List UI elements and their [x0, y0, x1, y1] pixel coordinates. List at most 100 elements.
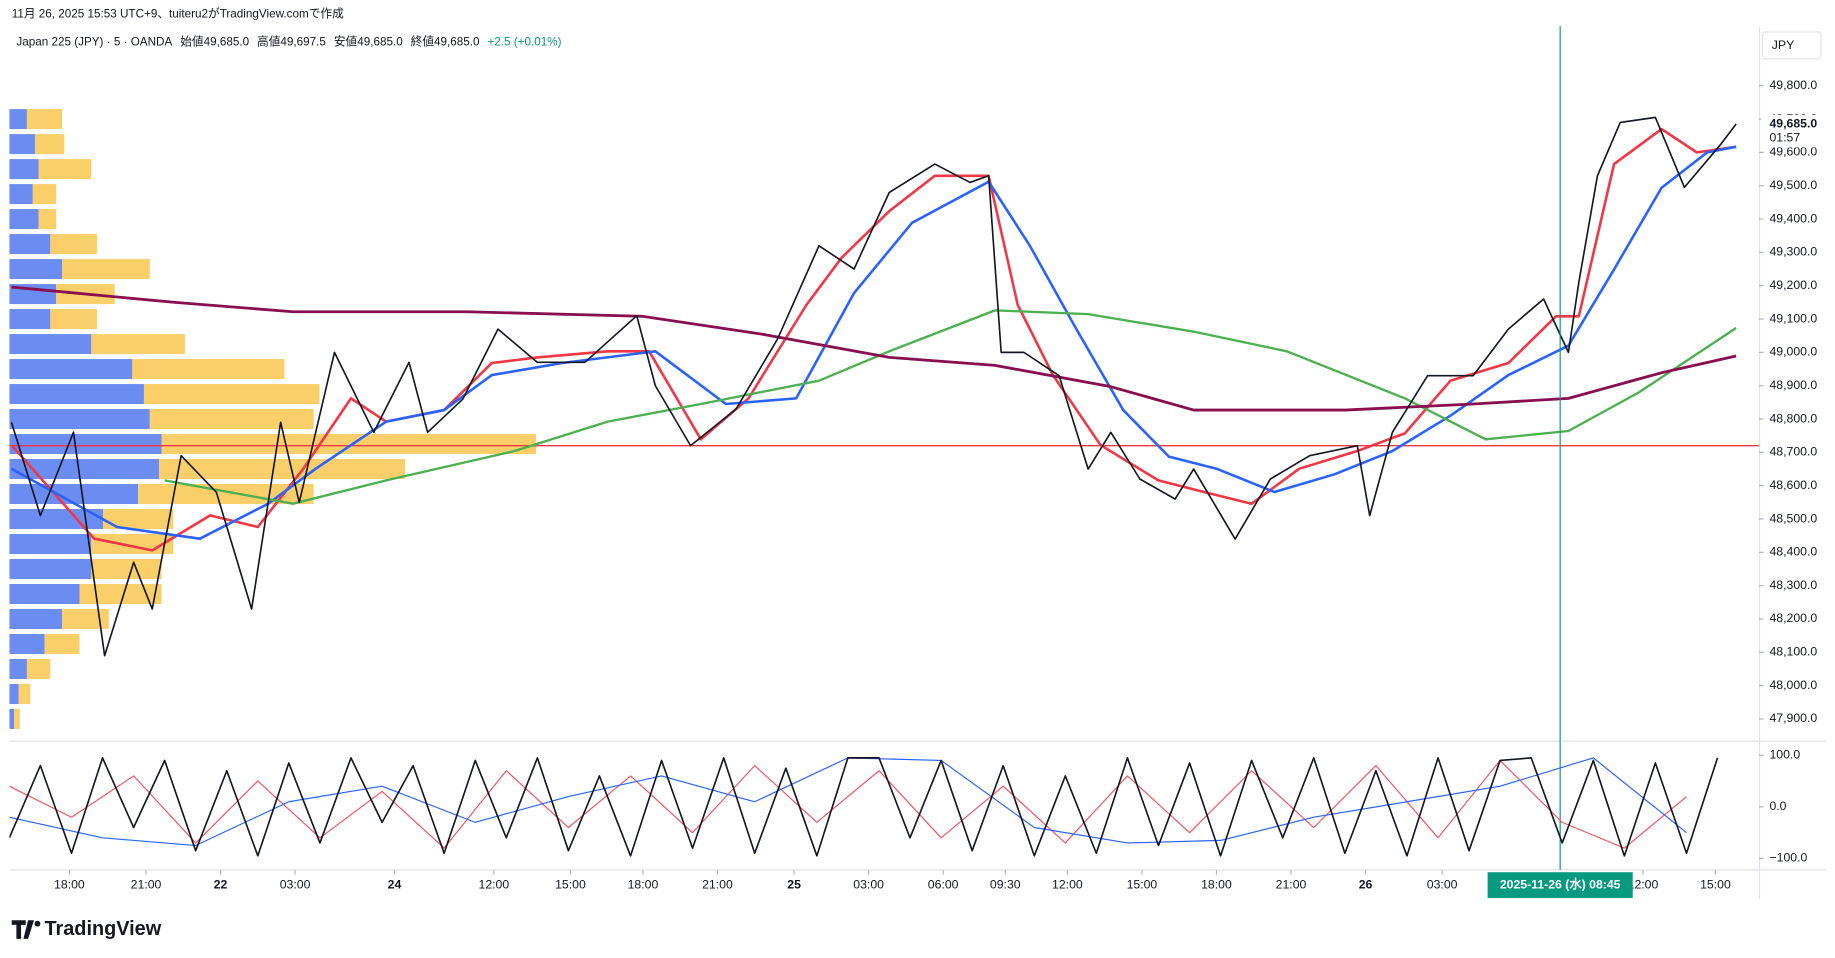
y-tick-label: −100.0: [1769, 851, 1807, 865]
volume-up: [9, 534, 92, 555]
volume-up: [9, 234, 51, 255]
x-tick-label: 18:00: [628, 877, 659, 891]
volume-up: [9, 559, 92, 580]
currency: JPY: [1772, 38, 1795, 52]
volume-up: [9, 259, 63, 280]
volume-up: [9, 309, 51, 330]
y-tick-label: 48,200.0: [1769, 611, 1817, 625]
volume-down: [50, 309, 98, 330]
y-tick-label: 48,900.0: [1769, 378, 1817, 392]
volume-down: [26, 109, 63, 130]
change: +2.5 (+0.01%): [487, 36, 561, 49]
countdown: 01:57: [1769, 130, 1800, 144]
series-line: [9, 757, 1719, 857]
volume-down: [26, 658, 51, 679]
y-tick-label: 48,400.0: [1769, 545, 1817, 559]
volume-up: [9, 434, 162, 455]
volume-up: [9, 184, 33, 205]
x-tick-label: 18:00: [1201, 877, 1232, 891]
x-tick-label: 12:00: [1052, 877, 1083, 891]
y-tick-label: 49,200.0: [1769, 278, 1817, 292]
x-tick-label: 22: [214, 877, 228, 891]
series-line: [11, 285, 1737, 412]
last-price-box: [1761, 114, 1823, 148]
y-tick-label: 49,800.0: [1769, 78, 1817, 92]
y-tick-label: 49,600.0: [1769, 145, 1817, 159]
volume-up: [9, 584, 80, 604]
volume-up: [9, 708, 15, 729]
volume-up: [9, 459, 160, 480]
y-tick-label: 49,300.0: [1769, 245, 1817, 259]
logo-text: TradingView: [44, 918, 161, 940]
series-line: [164, 309, 1737, 505]
y-tick-label: 49,000.0: [1769, 345, 1817, 359]
x-tick-label: 24: [388, 877, 402, 891]
x-tick-label: 26: [1359, 877, 1373, 891]
x-tick-label: 12:00: [479, 877, 510, 891]
volume-down: [149, 409, 314, 430]
x-tick-label: 25: [787, 877, 801, 891]
ohlc-low: 安値49,685.0: [334, 35, 403, 49]
x-tick-label: 18:00: [54, 877, 85, 891]
x-tick-label: 03:00: [853, 877, 884, 891]
pane: [9, 109, 1759, 729]
y-tick-label: 48,100.0: [1769, 645, 1817, 659]
logo-dot: [34, 920, 41, 927]
x-tick-label: 15:00: [1127, 877, 1158, 891]
logo-icon: [11, 920, 34, 939]
volume-up: [9, 359, 133, 380]
y-tick-label: 48,600.0: [1769, 478, 1817, 492]
y-tick-label: 48,300.0: [1769, 578, 1817, 592]
volume-down: [44, 633, 80, 654]
volume-down: [18, 683, 31, 704]
logo: TradingView: [11, 918, 162, 940]
currency-button[interactable]: [1761, 31, 1822, 60]
volume-up: [9, 484, 139, 505]
legend-line: Japan 225 (JPY) · 5 · OANDA 始値49,685.0 高…: [16, 35, 561, 49]
volume-down: [138, 484, 314, 505]
volume-down: [79, 584, 162, 604]
volume-down: [32, 184, 57, 205]
y-tick-label: 49,100.0: [1769, 311, 1817, 325]
x-tick-label: 21:00: [131, 877, 162, 891]
volume-down: [91, 334, 185, 355]
volume-up: [9, 633, 45, 654]
y-tick-label: 48,000.0: [1769, 678, 1817, 692]
volume-up: [9, 683, 19, 704]
volume-down: [161, 434, 536, 455]
ohlc-close: 終値49,685.0: [411, 35, 480, 49]
x-tick-label: 12:00: [1628, 877, 1659, 891]
volume-down: [62, 259, 150, 280]
y-tick-label: 47,900.0: [1769, 711, 1817, 725]
volume-up: [9, 109, 27, 130]
volume-up: [9, 334, 92, 355]
volume-down: [91, 559, 162, 580]
volume-up: [9, 134, 36, 155]
volume-down: [50, 234, 98, 255]
volume-up: [9, 658, 27, 679]
crosshair-label: 2025-11-26 (水) 08:45: [1500, 876, 1621, 891]
volume-up: [9, 159, 39, 180]
volume-up: [9, 608, 63, 629]
last-price-label: 49,685.0: [1769, 116, 1817, 130]
x-tick-label: 03:00: [1427, 877, 1458, 891]
y-tick-label: 49,500.0: [1769, 178, 1817, 192]
series-line: [10, 116, 1737, 657]
ohlc-open: 始値49,685.0: [180, 35, 249, 49]
y-tick-label: 49,400.0: [1769, 211, 1817, 225]
volume-down: [62, 608, 109, 629]
x-tick-label: 21:00: [702, 877, 733, 891]
x-tick-label: 15:00: [555, 877, 586, 891]
x-tick-label: 06:00: [928, 877, 959, 891]
x-tick-label: 21:00: [1276, 877, 1307, 891]
volume-up: [9, 209, 39, 230]
volume-down: [35, 134, 65, 155]
volume-down: [159, 459, 405, 480]
pane: [9, 757, 1719, 857]
ohlc-high: 高値49,697.5: [257, 35, 326, 49]
y-tick-label: 48,500.0: [1769, 511, 1817, 525]
x-tick-label: 09:30: [990, 877, 1021, 891]
volume-down: [38, 209, 57, 230]
y-tick-label: 48,700.0: [1769, 445, 1817, 459]
